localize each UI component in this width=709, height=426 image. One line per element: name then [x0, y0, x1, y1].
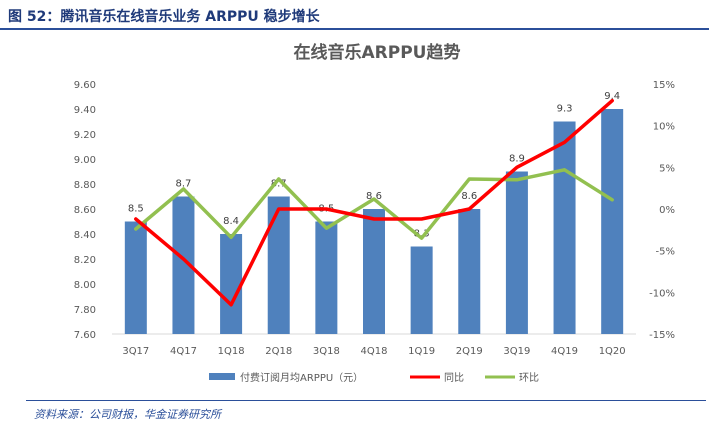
- y-tick-label-left: 9.40: [74, 105, 96, 116]
- x-tick-label: 3Q19: [503, 346, 530, 357]
- x-tick-label: 3Q17: [122, 346, 149, 357]
- y-tick-label-left: 8.60: [74, 205, 96, 216]
- x-tick-label: 4Q18: [361, 346, 388, 357]
- x-tick-label: 1Q18: [218, 346, 245, 357]
- source-divider: [26, 400, 706, 401]
- bar-3q18: [315, 221, 338, 334]
- y-tick-label-right: 0%: [659, 205, 675, 216]
- legend-label-arppu: 付费订阅月均ARPPU（元）: [240, 371, 363, 384]
- x-tick-label: 1Q19: [408, 346, 435, 357]
- x-tick-label: 1Q20: [599, 346, 626, 357]
- y-tick-label-left: 8.80: [74, 180, 96, 191]
- x-tick-label: 2Q18: [265, 346, 292, 357]
- y-tick-label-left: 7.80: [74, 305, 96, 316]
- y-tick-label-right: 10%: [653, 122, 675, 133]
- bar-value-label: 8.7: [271, 179, 287, 190]
- bar-3q19: [505, 171, 528, 334]
- x-tick-label: 4Q17: [170, 346, 197, 357]
- x-tick-label: 3Q18: [313, 346, 340, 357]
- y-tick-label-right: 15%: [653, 80, 675, 91]
- y-tick-label-right: -15%: [649, 330, 675, 341]
- bar-value-label: 8.3: [414, 229, 430, 240]
- bar-1q20: [601, 109, 624, 334]
- y-tick-label-left: 9.20: [74, 130, 96, 141]
- bar-value-label: 8.4: [223, 216, 239, 227]
- qoq-line: [134, 168, 614, 240]
- chart-title: 在线音乐ARPPU趋势: [294, 42, 461, 63]
- bar-value-label: 8.7: [176, 179, 192, 190]
- y-tick-label-left: 8.40: [74, 230, 96, 241]
- y-tick-label-left: 9.60: [74, 80, 96, 91]
- bar-value-label: 9.4: [604, 91, 620, 102]
- bar-2q19: [458, 209, 481, 334]
- bar-3q17: [124, 221, 147, 334]
- y-tick-label-left: 9.00: [74, 155, 96, 166]
- legend-swatch-arppu: [209, 373, 235, 380]
- bar-4q19: [553, 121, 576, 334]
- x-tick-label: 4Q19: [551, 346, 578, 357]
- bar-value-label: 8.6: [461, 191, 477, 202]
- y-tick-label-left: 8.20: [74, 255, 96, 266]
- figure-caption: 图 52：腾讯音乐在线音乐业务 ARPPU 稳步增长: [8, 9, 320, 25]
- y-tick-label-right: -5%: [656, 247, 675, 258]
- y-tick-label-right: 5%: [659, 163, 675, 174]
- bar-1q19: [410, 246, 433, 334]
- legend: 付费订阅月均ARPPU（元） 同比 环比: [209, 371, 539, 384]
- yoy-line: [134, 98, 614, 307]
- y-tick-label-right: -10%: [649, 288, 675, 299]
- x-tick-label: 2Q19: [456, 346, 483, 357]
- bar-4q18: [363, 209, 385, 334]
- bar-1q18: [220, 234, 243, 334]
- legend-label-yoy: 同比: [444, 372, 464, 384]
- caption-divider: [0, 28, 709, 30]
- bar-value-label: 9.3: [557, 104, 573, 115]
- bar-2q18: [267, 196, 290, 334]
- y-tick-label-left: 7.60: [74, 330, 96, 341]
- legend-label-qoq: 环比: [519, 372, 539, 384]
- y-tick-label-left: 8.00: [74, 280, 96, 291]
- bar-value-label: 8.9: [509, 154, 525, 165]
- bar-value-label: 8.5: [128, 204, 144, 215]
- source-note: 资料来源：公司财报，华金证券研究所: [34, 408, 221, 421]
- bar-value-label: 8.6: [366, 191, 382, 202]
- bar-4q17: [172, 196, 195, 334]
